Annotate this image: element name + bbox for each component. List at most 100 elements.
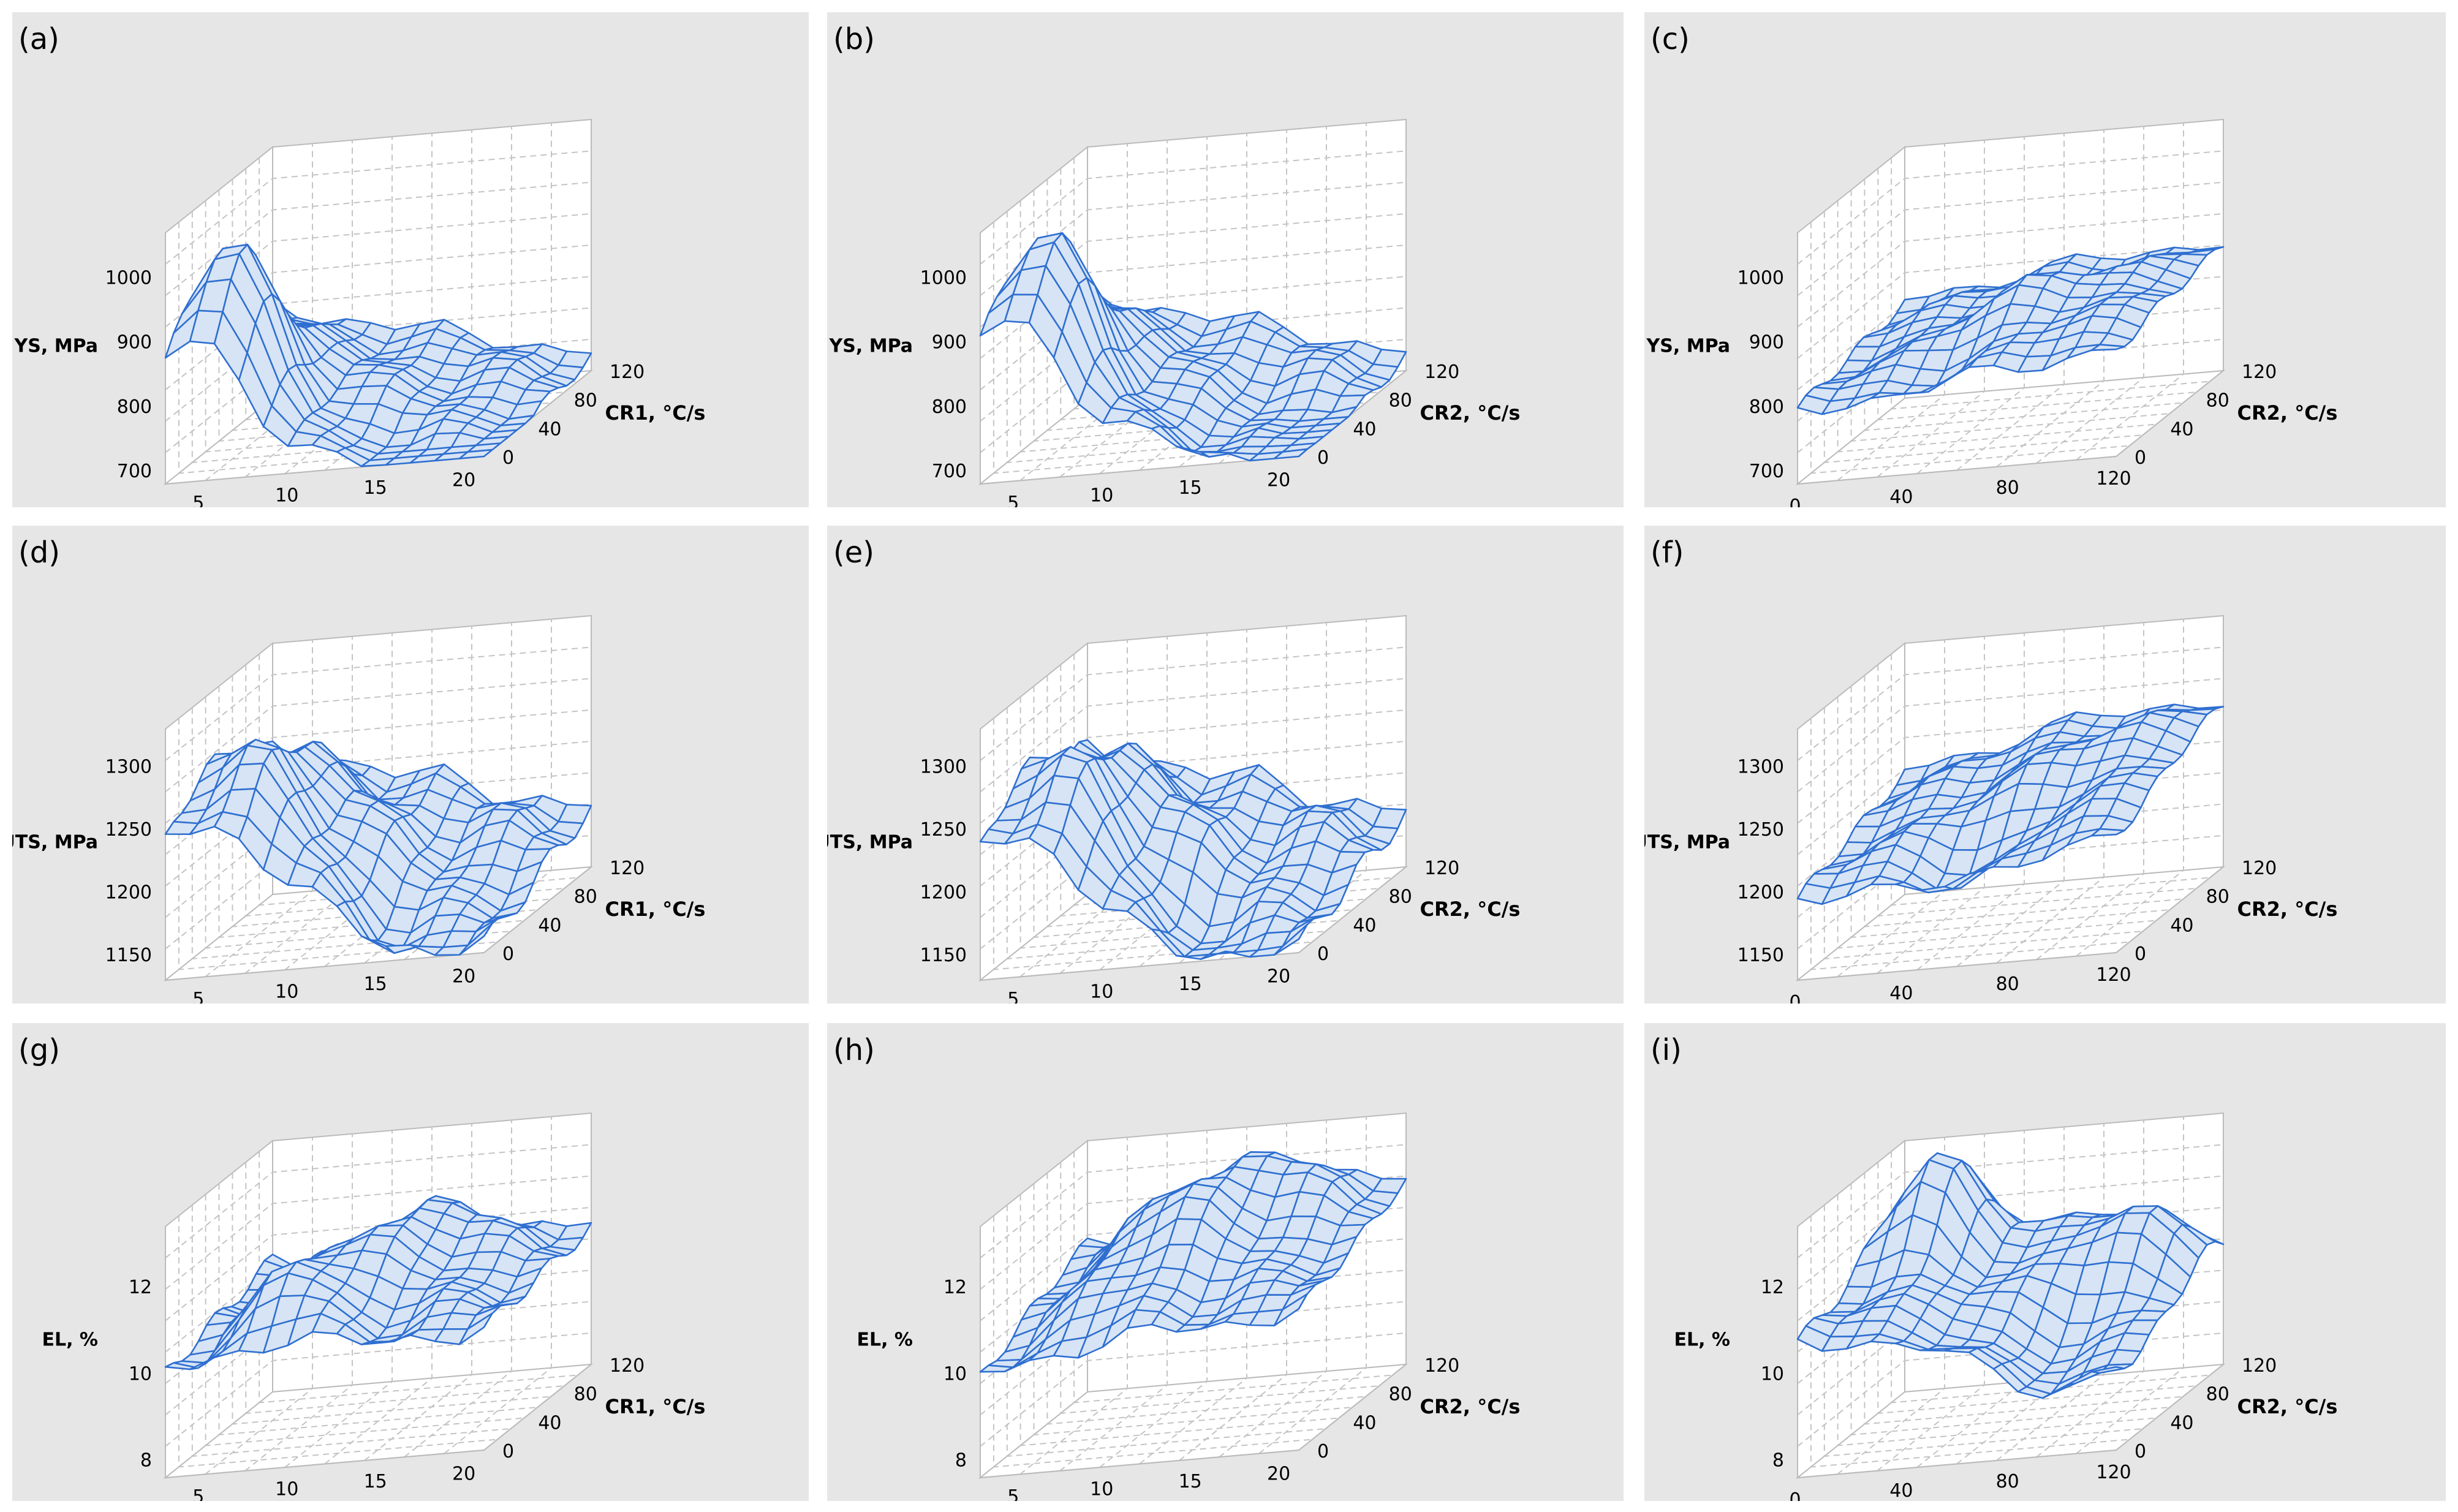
x-tick-label: 20 (452, 470, 475, 491)
y-tick-label: 120 (1424, 361, 1459, 383)
panel-e: (e) 5101520tg, s04080120CR2, °C/s1150120… (827, 526, 1624, 1004)
grid-line (2076, 619, 2184, 957)
grid-line (1850, 686, 2170, 939)
z-axis-label: EL, % (857, 1329, 913, 1351)
surface-mesh (164, 1195, 592, 1370)
panel-label: (e) (833, 535, 874, 570)
x-tick-label: 80 (1996, 1471, 2019, 1492)
panel-label: (c) (1651, 22, 1690, 56)
grid-line (1877, 168, 2197, 421)
grid-line (1797, 244, 2224, 359)
y-axis-label: CR2, °C/s (2237, 1395, 2338, 1418)
grid-line (1956, 133, 2065, 471)
z-axis-label: YS, MPa (829, 336, 913, 357)
grid-line (993, 1215, 1312, 1468)
z-axis-label: YS, MPa (14, 336, 98, 357)
grid-line (1797, 213, 2224, 328)
x-tick-label: 10 (275, 485, 298, 507)
z-tick-label: 1150 (1738, 945, 1784, 966)
grid-line (444, 1116, 552, 1454)
z-tick-label: 12 (943, 1277, 967, 1298)
grid-line (1006, 1205, 1326, 1457)
z-tick-label: 800 (1749, 396, 1784, 418)
y-tick-label: 80 (2206, 886, 2229, 908)
x-tick-label: 5 (1007, 989, 1019, 1004)
grid-line (165, 678, 592, 793)
grid-line (980, 1175, 1407, 1290)
grid-line (364, 1123, 472, 1461)
y-tick-label: 120 (2242, 361, 2277, 383)
surface-cell (2090, 828, 2125, 837)
grid-line (1891, 157, 2210, 410)
y-tick-label: 40 (538, 915, 561, 936)
z-tick-label: 1200 (920, 882, 967, 904)
panel-h: (h) 5101520tg, s04080120CR2, °C/s81012EL… (827, 1023, 1624, 1501)
x-tick-label: 120 (2096, 468, 2131, 490)
y-tick-label: 0 (2135, 447, 2146, 469)
panel-label: (a) (18, 22, 59, 56)
y-tick-label: 40 (2170, 418, 2193, 440)
y-axis-label: CR2, °C/s (2237, 401, 2338, 425)
z-tick-label: 10 (1761, 1363, 1784, 1385)
y-axis-label: CR2, °C/s (2237, 898, 2338, 921)
z-axis-label: UTS, MPa (827, 832, 913, 853)
x-tick-label: 120 (2096, 1462, 2131, 1483)
grid-line (980, 150, 1407, 265)
plot-d: 5101520tg, s04080120CR1, °C/s11501200125… (12, 614, 706, 1004)
z-tick-label: 1300 (1738, 757, 1784, 778)
grid-line (1797, 1332, 2224, 1447)
y-tick-label: 40 (538, 1412, 561, 1434)
grid-line (165, 181, 592, 297)
z-tick-label: 1300 (105, 757, 152, 778)
y-tick-label: 120 (610, 858, 645, 879)
plot-area: 5101520tg, s04080120CR2, °C/s11501200125… (827, 614, 1520, 1004)
grid-line (1864, 675, 2184, 928)
panel-d: (d) 5101520tg, s04080120CR1, °C/s1150120… (12, 526, 809, 1004)
y-tick-label: 120 (610, 1355, 645, 1377)
y-axis-label: CR1, °C/s (605, 401, 706, 425)
y-tick-label: 0 (1317, 1441, 1329, 1462)
surface-mesh (979, 232, 1407, 462)
y-tick-label: 80 (574, 1384, 597, 1405)
grid-line (404, 1120, 512, 1458)
x-tick-label: 40 (1889, 486, 1913, 507)
grid-line (205, 1194, 524, 1446)
x-tick-label: 20 (452, 1464, 475, 1485)
grid-line (165, 646, 592, 762)
z-tick-label: 1150 (105, 945, 152, 966)
z-axis-label: UTS, MPa (12, 832, 98, 853)
y-tick-label: 40 (1353, 418, 1376, 440)
z-tick-label: 800 (932, 396, 967, 418)
y-tick-label: 80 (574, 886, 597, 908)
y-tick-label: 80 (1389, 886, 1412, 908)
x-tick-label: 5 (1007, 1486, 1019, 1501)
grid-line (980, 1332, 1407, 1447)
y-tick-label: 0 (502, 447, 514, 469)
x-tick-label: 40 (1889, 1480, 1913, 1501)
box-edge (1797, 1113, 2224, 1479)
grid-line (1797, 678, 2224, 793)
x-tick-label: 20 (1267, 966, 1290, 988)
y-tick-label: 0 (502, 943, 514, 965)
z-axis-label: YS, MPa (1646, 336, 1730, 357)
z-tick-label: 1250 (105, 819, 152, 841)
y-axis-label: CR1, °C/s (605, 898, 706, 921)
x-tick-label: 5 (1007, 493, 1019, 507)
panel-label: (i) (1651, 1033, 1682, 1067)
grid-line (284, 1130, 393, 1468)
z-tick-label: 10 (943, 1363, 967, 1385)
grid-line (191, 1205, 511, 1457)
z-tick-label: 10 (129, 1363, 152, 1385)
plot-area: 5101520tg, s04080120CR2, °C/s70080090010… (829, 118, 1520, 507)
z-tick-label: 8 (140, 1450, 152, 1472)
y-tick-label: 120 (610, 361, 645, 383)
panel-label: (d) (18, 535, 60, 570)
x-tick-label: 10 (275, 981, 298, 1003)
plot-a: 5101520tg, s04080120CR1, °C/s70080090010… (14, 118, 706, 507)
plot-area: 5101520tg, s04080120CR1, °C/s70080090010… (14, 118, 706, 507)
